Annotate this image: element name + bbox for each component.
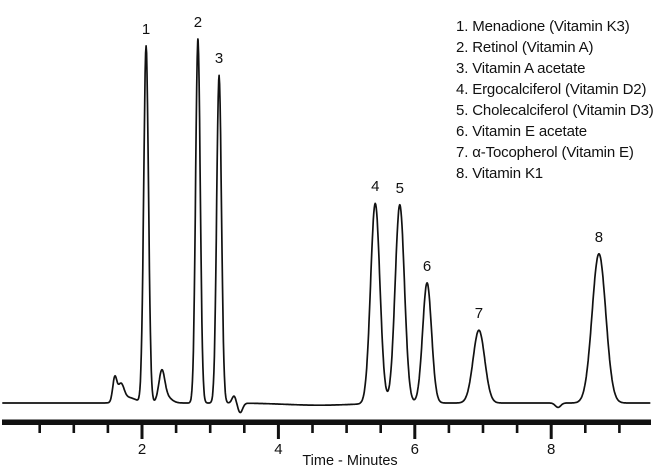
legend-item-2: 2. Retinol (Vitamin A) — [456, 39, 594, 56]
legend: 1. Menadione (Vitamin K3) 2. Retinol (Vit… — [456, 16, 654, 184]
x-axis-title: Time - Minutes — [302, 453, 398, 469]
x-axis-tick-label-6: 6 — [410, 441, 419, 458]
peak-label-4: 4 — [371, 177, 380, 195]
legend-item-1: 1. Menadione (Vitamin K3) — [456, 18, 630, 35]
x-axis-line — [2, 419, 651, 425]
x-axis-tick-label-2: 2 — [137, 441, 147, 458]
peak-label-5: 5 — [395, 179, 404, 197]
x-axis-major-tick — [413, 425, 417, 439]
x-axis-minor-tick — [174, 425, 178, 433]
x-axis-minor-tick — [379, 425, 382, 433]
peak-label-6: 6 — [422, 257, 432, 275]
x-axis-minor-tick — [208, 425, 212, 433]
legend-item-4: 4. Ergocalciferol (Vitamin D2) — [456, 81, 647, 98]
x-axis-minor-tick — [618, 425, 621, 433]
legend-item-7: 7. α-Tocopherol (Vitamin E) — [456, 144, 634, 161]
peak-label-7: 7 — [474, 305, 484, 323]
x-axis-minor-tick — [515, 425, 519, 433]
x-axis-major-tick — [549, 425, 553, 439]
x-axis-minor-tick — [38, 425, 41, 433]
legend-item-8: 8. Vitamin K1 — [456, 165, 543, 182]
x-axis-minor-tick — [72, 425, 76, 433]
peak-label-8: 8 — [594, 228, 604, 246]
x-axis-tick-label-4: 4 — [274, 441, 283, 458]
peak-label-2: 2 — [193, 14, 203, 31]
x-axis-minor-tick — [481, 425, 485, 433]
x-axis-minor-tick — [106, 425, 110, 433]
peak-label-1: 1 — [141, 21, 151, 39]
x-axis-minor-tick — [311, 425, 314, 433]
legend-item-5: 5. Cholecalciferol (Vitamin D3) — [456, 102, 654, 119]
legend-item-6: 6. Vitamin E acetate — [456, 123, 587, 140]
chromatogram-trace — [2, 38, 651, 414]
x-axis-major-tick — [276, 425, 280, 439]
x-axis-minor-tick — [345, 425, 348, 433]
x-axis-minor-tick — [447, 425, 451, 433]
x-axis-minor-tick — [584, 425, 587, 433]
x-axis-tick-label-8: 8 — [547, 441, 556, 458]
x-axis-major-tick — [140, 425, 144, 439]
peak-label-3: 3 — [214, 50, 224, 68]
x-axis-minor-tick — [243, 425, 246, 433]
legend-item-3: 3. Vitamin A acetate — [456, 60, 586, 77]
